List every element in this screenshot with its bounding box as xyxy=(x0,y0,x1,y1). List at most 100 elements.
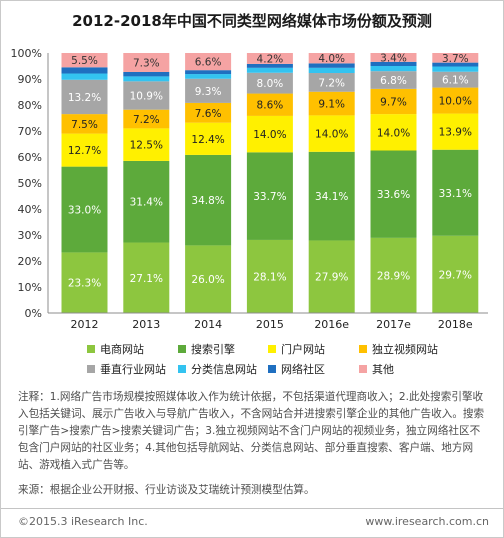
bar-segment xyxy=(123,128,170,161)
footer-divider xyxy=(1,508,503,509)
legend-label: 独立视频网站 xyxy=(372,343,438,356)
data-label: 33.7% xyxy=(253,191,286,203)
data-label: 23.3% xyxy=(68,278,101,290)
bar-segment xyxy=(123,53,170,72)
legend-swatch xyxy=(178,345,186,353)
y-tick-label: 70% xyxy=(18,125,42,138)
bar-segment xyxy=(61,252,108,313)
data-label: 12.5% xyxy=(130,140,163,152)
bar-segment xyxy=(432,71,479,88)
bar-segment xyxy=(370,237,417,313)
data-label: 6.8% xyxy=(380,75,407,87)
data-label: 34.1% xyxy=(315,191,348,203)
legend-label: 垂直行业网站 xyxy=(100,363,166,376)
legend-item: 网络社区 xyxy=(268,361,325,377)
legend-label: 分类信息网站 xyxy=(191,363,257,376)
data-label: 27.9% xyxy=(315,272,348,284)
bar-segment xyxy=(432,87,479,114)
bar-segment xyxy=(123,109,170,129)
chart-legend: 电商网站 搜索引擎 门户网站 独立视频网站垂直行业网站 分类信息网站 网络社区 其他 xyxy=(1,337,503,379)
bar-segment xyxy=(308,73,355,92)
data-label: 34.8% xyxy=(191,195,224,207)
bar-segment xyxy=(370,53,417,62)
bar-segment xyxy=(185,70,232,75)
bar-segment xyxy=(61,53,108,68)
bar-segment xyxy=(246,67,293,73)
data-label: 4.2% xyxy=(257,53,284,65)
data-label: 10.0% xyxy=(439,96,472,108)
data-label: 27.1% xyxy=(130,273,163,285)
footer-copyright: ©2015.3 iResearch Inc. xyxy=(18,515,148,528)
x-tick-label: 2015 xyxy=(256,318,284,331)
bar-segment xyxy=(61,166,108,253)
legend-item: 垂直行业网站 xyxy=(87,361,166,377)
legend-swatch xyxy=(178,365,186,373)
data-label: 3.7% xyxy=(442,53,469,65)
data-label: 28.1% xyxy=(253,271,286,283)
data-label: 14.0% xyxy=(253,129,286,141)
bar-segment xyxy=(61,67,108,74)
bar-segment xyxy=(432,62,479,67)
bar-segment xyxy=(123,160,170,243)
bar-segment xyxy=(185,122,232,155)
data-label: 14.0% xyxy=(315,129,348,141)
x-tick-label: 2013 xyxy=(132,318,160,331)
legend-item: 独立视频网站 xyxy=(359,341,438,357)
stacked-bar-chart: 23.3% 33.0% 12.7% 7.5% 13.2% 5.5% 27.1% 31.4% 12… xyxy=(11,47,488,331)
bar-segment xyxy=(370,71,417,89)
data-label: 33.6% xyxy=(377,189,410,201)
bar-segment xyxy=(308,53,355,64)
bar-segment xyxy=(432,53,479,63)
bar-segment xyxy=(123,242,170,313)
bar-segment xyxy=(308,115,355,152)
bar-segment xyxy=(432,149,479,236)
data-label: 33.1% xyxy=(439,188,472,200)
data-label: 8.0% xyxy=(257,78,284,90)
data-label: 6.6% xyxy=(195,57,222,69)
bar-segment xyxy=(432,113,479,150)
bar-segment xyxy=(185,74,232,79)
bar-segment xyxy=(246,152,293,240)
x-tick-label: 2016e xyxy=(314,318,349,331)
bar-segment xyxy=(370,61,417,66)
legend-item: 门户网站 xyxy=(268,341,325,357)
data-label: 5.5% xyxy=(71,55,98,67)
bar-segment xyxy=(123,81,170,110)
bar-segment xyxy=(308,151,355,241)
chart-notes: 注释：1.网络广告市场规模按照媒体收入作为统计依据，不包括渠道代理商收入；2.此… xyxy=(18,391,485,471)
data-label: 6.1% xyxy=(442,75,469,87)
legend-item: 分类信息网站 xyxy=(178,361,257,377)
data-label: 33.0% xyxy=(68,205,101,217)
data-label: 14.0% xyxy=(377,127,410,139)
footer-website: www.iresearch.com.cn xyxy=(365,515,489,528)
data-label: 10.9% xyxy=(130,91,163,103)
bar-segment xyxy=(370,150,417,238)
data-label: 9.1% xyxy=(318,99,345,111)
x-tick-label: 2014 xyxy=(194,318,222,331)
x-tick-label: 2017e xyxy=(376,318,411,331)
legend-item: 其他 xyxy=(359,361,394,377)
bar-segment xyxy=(185,78,232,103)
legend-swatch xyxy=(87,345,95,353)
bar-segment xyxy=(370,66,417,72)
data-label: 7.2% xyxy=(133,114,160,126)
y-tick-label: 90% xyxy=(18,73,42,86)
bar-segment xyxy=(185,154,232,246)
data-label: 7.3% xyxy=(133,57,160,69)
legend-label: 电商网站 xyxy=(100,343,144,356)
legend-swatch xyxy=(359,345,367,353)
bar-segment xyxy=(61,73,108,80)
bar-segment xyxy=(185,102,232,123)
bar-segment xyxy=(185,245,232,313)
legend-label: 搜索引擎 xyxy=(191,343,235,356)
chart-source: 来源：根据企业公开财报、行业访谈及艾瑞统计预测模型估算。 xyxy=(18,484,315,496)
data-label: 29.7% xyxy=(439,269,472,281)
data-label: 26.0% xyxy=(191,274,224,286)
data-label: 28.9% xyxy=(377,270,410,282)
data-label: 12.7% xyxy=(68,145,101,157)
data-label: 3.4% xyxy=(380,52,407,64)
data-label: 13.9% xyxy=(439,127,472,139)
data-label: 9.7% xyxy=(380,96,407,108)
bar-segment xyxy=(432,66,479,72)
